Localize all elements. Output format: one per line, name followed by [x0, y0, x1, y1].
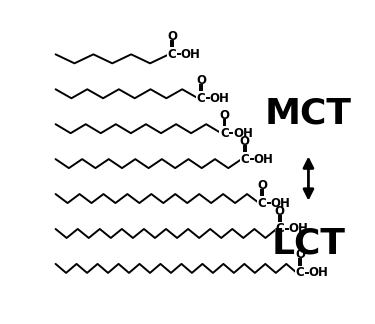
Text: O: O — [240, 135, 250, 148]
Text: OH: OH — [233, 127, 253, 140]
Text: O: O — [295, 249, 305, 261]
Text: OH: OH — [210, 92, 230, 105]
Text: C: C — [258, 197, 267, 210]
Text: MCT: MCT — [265, 97, 352, 131]
Text: C: C — [296, 266, 304, 279]
Text: C: C — [220, 127, 229, 140]
Text: O: O — [219, 109, 230, 122]
Text: C: C — [197, 92, 206, 105]
Text: C: C — [168, 48, 177, 61]
Text: C: C — [275, 223, 284, 236]
Text: LCT: LCT — [272, 226, 345, 260]
Text: OH: OH — [288, 223, 308, 236]
Text: O: O — [274, 204, 285, 217]
Text: OH: OH — [308, 266, 328, 279]
Text: OH: OH — [271, 197, 291, 210]
Text: O: O — [257, 179, 267, 191]
Text: O: O — [196, 74, 206, 87]
Text: OH: OH — [253, 153, 273, 166]
Text: C: C — [240, 153, 249, 166]
Text: O: O — [167, 30, 177, 43]
Text: OH: OH — [181, 48, 200, 61]
